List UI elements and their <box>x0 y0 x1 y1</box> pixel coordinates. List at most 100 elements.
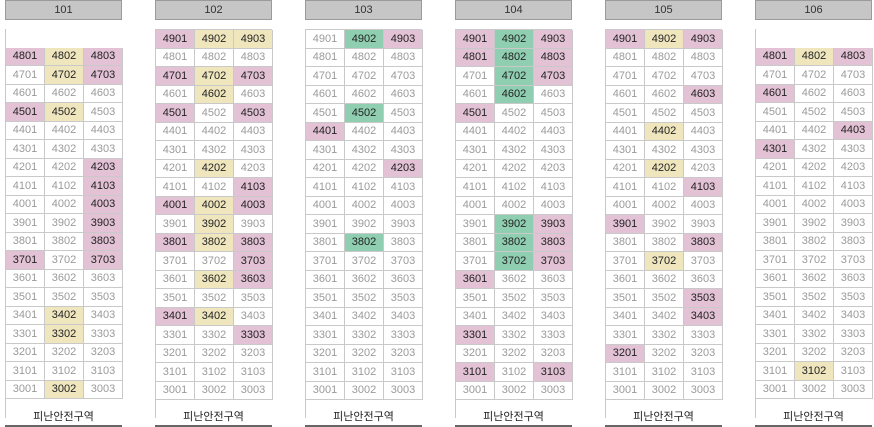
unit-cell[interactable]: 4402 <box>195 122 234 141</box>
unit-cell[interactable]: 3803 <box>84 232 123 251</box>
unit-cell[interactable]: 4202 <box>645 159 684 178</box>
unit-cell[interactable]: 3101 <box>6 362 45 381</box>
unit-cell[interactable]: 3701 <box>306 252 345 271</box>
unit-cell[interactable]: 4202 <box>345 159 384 178</box>
unit-cell[interactable]: 4902 <box>495 30 534 49</box>
unit-cell[interactable]: 4203 <box>834 158 873 177</box>
unit-cell[interactable]: 4402 <box>795 121 834 140</box>
unit-cell[interactable]: 3303 <box>84 325 123 344</box>
unit-cell[interactable]: 3601 <box>6 269 45 288</box>
unit-cell[interactable]: 4702 <box>345 67 384 86</box>
unit-cell[interactable]: 3101 <box>306 363 345 382</box>
unit-cell[interactable]: 4103 <box>234 178 273 197</box>
unit-cell[interactable]: 3303 <box>534 326 573 345</box>
unit-cell[interactable]: 3701 <box>456 252 495 271</box>
unit-cell[interactable]: 4201 <box>6 158 45 177</box>
unit-cell[interactable]: 4701 <box>606 67 645 86</box>
unit-cell[interactable]: 4601 <box>6 84 45 103</box>
unit-cell[interactable]: 3902 <box>345 215 384 234</box>
unit-cell[interactable]: 4001 <box>306 196 345 215</box>
unit-cell[interactable]: 3203 <box>84 343 123 362</box>
unit-cell[interactable]: 4503 <box>84 103 123 122</box>
unit-cell[interactable]: 4003 <box>684 196 723 215</box>
unit-cell[interactable]: 4502 <box>195 104 234 123</box>
unit-cell[interactable]: 4002 <box>195 196 234 215</box>
unit-cell[interactable]: 3302 <box>45 325 84 344</box>
unit-cell[interactable]: 3903 <box>834 214 873 233</box>
unit-cell[interactable]: 3402 <box>45 306 84 325</box>
unit-cell[interactable]: 4001 <box>756 195 795 214</box>
unit-cell[interactable]: 4701 <box>756 66 795 85</box>
unit-cell[interactable]: 3003 <box>534 381 573 400</box>
unit-cell[interactable]: 4002 <box>345 196 384 215</box>
unit-cell[interactable]: 3402 <box>495 307 534 326</box>
unit-cell[interactable]: 3002 <box>795 380 834 399</box>
unit-cell[interactable]: 3102 <box>45 362 84 381</box>
unit-cell[interactable]: 3801 <box>306 233 345 252</box>
unit-cell[interactable]: 3603 <box>384 270 423 289</box>
unit-cell[interactable]: 4301 <box>606 141 645 160</box>
unit-cell[interactable]: 4102 <box>195 178 234 197</box>
unit-cell[interactable]: 3201 <box>756 343 795 362</box>
unit-cell[interactable]: 3602 <box>345 270 384 289</box>
unit-cell[interactable]: 3003 <box>234 381 273 400</box>
unit-cell[interactable]: 3601 <box>756 269 795 288</box>
unit-cell[interactable]: 4803 <box>84 47 123 66</box>
unit-cell[interactable]: 4003 <box>834 195 873 214</box>
unit-cell[interactable]: 3501 <box>456 289 495 308</box>
unit-cell[interactable]: 4802 <box>645 48 684 67</box>
unit-cell[interactable]: 3401 <box>156 307 195 326</box>
unit-cell[interactable]: 4401 <box>456 122 495 141</box>
unit-cell[interactable]: 4301 <box>306 141 345 160</box>
unit-cell[interactable]: 3502 <box>45 288 84 307</box>
unit-cell[interactable]: 3503 <box>684 289 723 308</box>
unit-cell[interactable]: 4501 <box>756 103 795 122</box>
unit-cell[interactable]: 4101 <box>156 178 195 197</box>
unit-cell[interactable]: 3602 <box>45 269 84 288</box>
unit-cell[interactable]: 4903 <box>384 30 423 49</box>
unit-cell[interactable]: 4001 <box>456 196 495 215</box>
unit-cell[interactable]: 3001 <box>456 381 495 400</box>
unit-cell[interactable]: 3202 <box>495 344 534 363</box>
unit-cell[interactable]: 3603 <box>534 270 573 289</box>
unit-cell[interactable]: 4401 <box>606 122 645 141</box>
unit-cell[interactable]: 4303 <box>534 141 573 160</box>
unit-cell[interactable]: 3002 <box>45 380 84 399</box>
unit-cell[interactable]: 3501 <box>6 288 45 307</box>
unit-cell[interactable]: 3903 <box>534 215 573 234</box>
unit-cell[interactable]: 3901 <box>156 215 195 234</box>
unit-cell[interactable]: 4602 <box>345 85 384 104</box>
unit-cell[interactable]: 3301 <box>756 325 795 344</box>
unit-cell[interactable]: 3103 <box>84 362 123 381</box>
unit-cell[interactable]: 4201 <box>456 159 495 178</box>
unit-cell[interactable]: 4603 <box>684 85 723 104</box>
unit-cell[interactable]: 4801 <box>456 48 495 67</box>
unit-cell[interactable]: 3802 <box>795 232 834 251</box>
unit-cell[interactable]: 4803 <box>384 48 423 67</box>
unit-cell[interactable]: 4603 <box>834 84 873 103</box>
unit-cell[interactable]: 3303 <box>384 326 423 345</box>
unit-cell[interactable]: 3101 <box>156 363 195 382</box>
unit-cell[interactable]: 4803 <box>234 48 273 67</box>
unit-cell[interactable]: 3502 <box>195 289 234 308</box>
unit-cell[interactable]: 4803 <box>684 48 723 67</box>
unit-cell[interactable]: 3802 <box>45 232 84 251</box>
unit-cell[interactable]: 4802 <box>345 48 384 67</box>
unit-cell[interactable]: 3502 <box>495 289 534 308</box>
unit-cell[interactable]: 3301 <box>606 326 645 345</box>
unit-cell[interactable]: 4801 <box>306 48 345 67</box>
unit-cell[interactable]: 4901 <box>156 30 195 49</box>
unit-cell[interactable]: 4003 <box>534 196 573 215</box>
unit-cell[interactable]: 3002 <box>195 381 234 400</box>
unit-cell[interactable]: 3301 <box>306 326 345 345</box>
unit-cell[interactable]: 3902 <box>645 215 684 234</box>
unit-cell[interactable]: 4702 <box>195 67 234 86</box>
unit-cell[interactable]: 4702 <box>45 66 84 85</box>
unit-cell[interactable]: 3502 <box>645 289 684 308</box>
unit-cell[interactable]: 4801 <box>756 47 795 66</box>
unit-cell[interactable]: 3701 <box>756 251 795 270</box>
unit-cell[interactable]: 4003 <box>384 196 423 215</box>
unit-cell[interactable]: 4103 <box>84 177 123 196</box>
unit-cell[interactable]: 3001 <box>156 381 195 400</box>
unit-cell[interactable]: 4702 <box>795 66 834 85</box>
